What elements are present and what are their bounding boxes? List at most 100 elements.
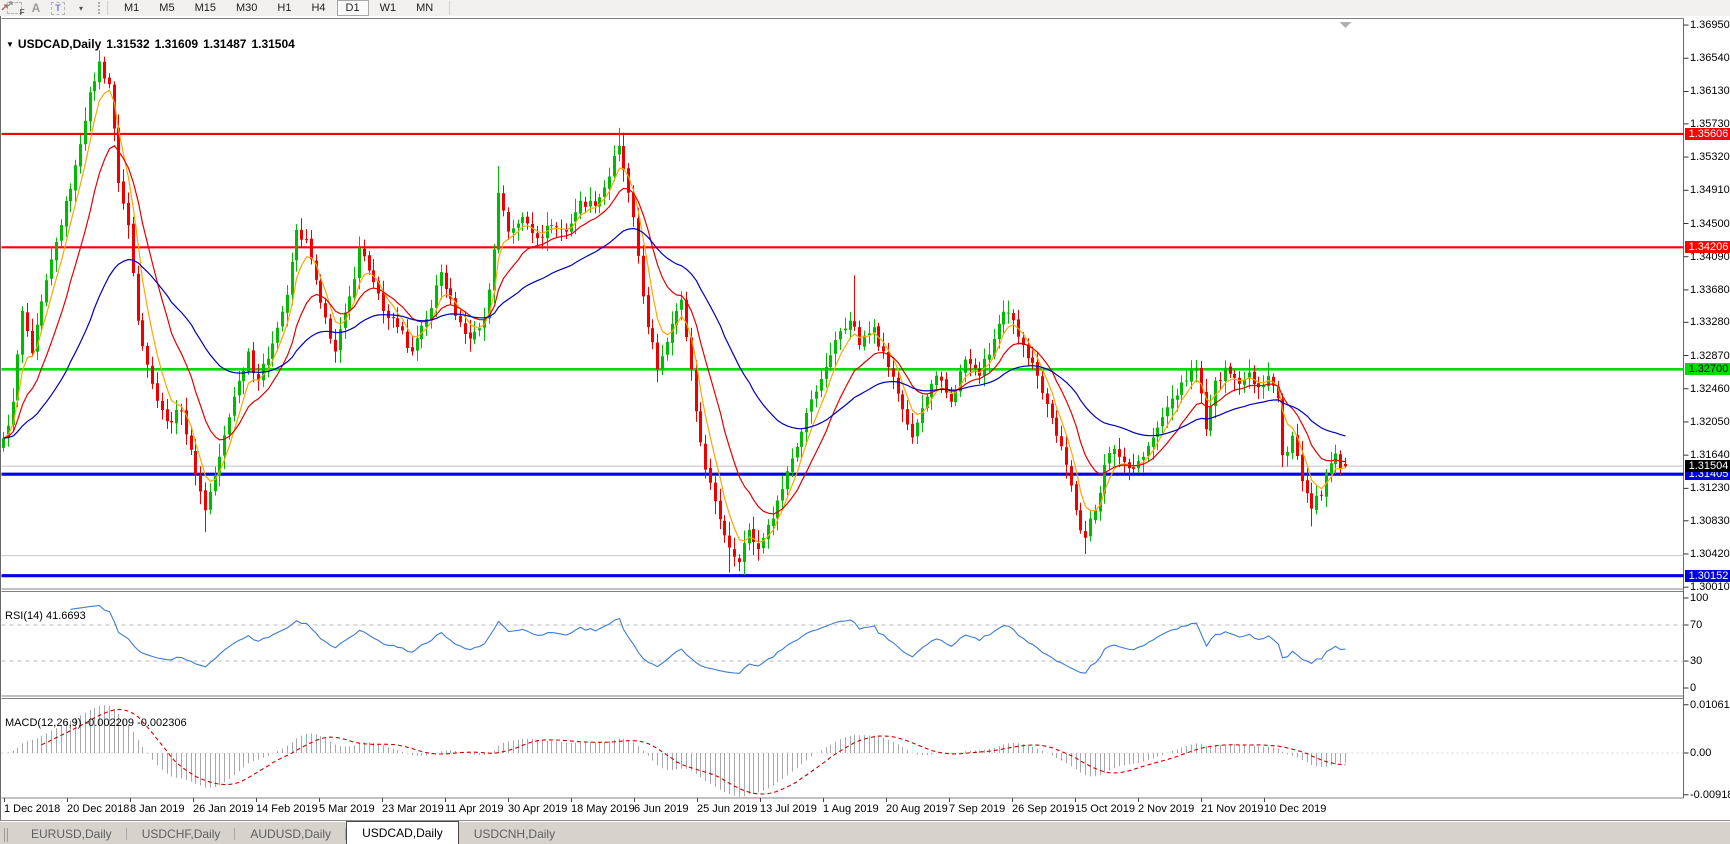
- price-axis-tick[interactable]: 1.35730: [1690, 118, 1730, 130]
- timeframe-button-h4[interactable]: H4: [311, 2, 326, 14]
- tab-usdchf[interactable]: USDCHF,Daily: [127, 824, 236, 844]
- date-axis-label[interactable]: 8 Jan 2019: [130, 803, 185, 815]
- timeframe-button-m5[interactable]: M5: [159, 2, 175, 14]
- tab-eurusd[interactable]: EURUSD,Daily: [16, 824, 127, 844]
- ma-fast-line: [3, 89, 1346, 543]
- price-axis-tick[interactable]: 1.34090: [1690, 251, 1730, 263]
- date-axis-label[interactable]: 13 Jul 2019: [760, 803, 817, 815]
- timeframes-group: M1 M5 M15 M30 H1 H4 D1 W1 MN: [111, 0, 446, 16]
- date-axis-label[interactable]: 14 Feb 2019: [256, 803, 318, 815]
- date-axis-label[interactable]: 25 Jun 2019: [697, 803, 758, 815]
- price-axis-tick[interactable]: 1.36540: [1690, 52, 1730, 64]
- ma-mid-line: [3, 145, 1346, 515]
- date-axis-label[interactable]: 7 Sep 2019: [949, 803, 1006, 815]
- arrows-tool-button[interactable]: ▾: [1, 1, 89, 15]
- date-axis-label[interactable]: 1 Aug 2019: [823, 803, 879, 815]
- timeframe-button-m1[interactable]: M1: [124, 2, 140, 14]
- top-toolbar: F A T ▾ M1 M5 M15 M30 H1 H4 D1 W1 MN: [0, 0, 1730, 17]
- timeframe-button-mn[interactable]: MN: [416, 2, 434, 14]
- date-axis-label[interactable]: 10 Dec 2019: [1264, 803, 1327, 815]
- macd-axis-tick[interactable]: -0.009181: [1690, 789, 1730, 801]
- date-axis-label[interactable]: 30 Apr 2019: [508, 803, 568, 815]
- date-axis-label[interactable]: 5 Mar 2019: [319, 803, 375, 815]
- price-axis-tick[interactable]: 1.34910: [1690, 184, 1730, 196]
- text-box-icon: T: [51, 1, 65, 15]
- chart-window[interactable]: ▼ USDCAD,Daily 1.31532 1.31609 1.31487 1.3150…: [0, 16, 1730, 820]
- date-axis-label[interactable]: 15 Oct 2019: [1075, 803, 1135, 815]
- price-axis-tick[interactable]: 1.30010: [1690, 581, 1730, 593]
- date-axis-label[interactable]: 20 Dec 2018: [67, 803, 130, 815]
- chart-background: [0, 16, 1730, 820]
- macd-axis-tick[interactable]: 0.010615: [1690, 699, 1730, 711]
- price-axis-tick[interactable]: 1.30420: [1690, 548, 1730, 560]
- price-axis-tick[interactable]: 1.33280: [1690, 316, 1730, 328]
- date-axis-label[interactable]: 1 Dec 2018: [4, 803, 61, 815]
- chart-shift-marker[interactable]: [1339, 22, 1352, 28]
- timeframe-button-h1[interactable]: H1: [277, 2, 292, 14]
- timeframe-button-m30[interactable]: M30: [235, 2, 258, 14]
- macd-label: MACD(12,26,9) -0.002209 -0.002306: [5, 717, 187, 729]
- tabbar-grip[interactable]: [4, 828, 8, 842]
- date-axis-label[interactable]: 2 Nov 2019: [1138, 803, 1195, 815]
- date-axis-label[interactable]: 11 Apr 2019: [445, 803, 504, 815]
- timeframe-button-m15[interactable]: M15: [194, 2, 216, 14]
- current-bid-label: 1.31504: [1685, 460, 1730, 472]
- text-label-icon: A: [31, 1, 41, 15]
- price-axis-tick[interactable]: 1.30830: [1690, 515, 1730, 527]
- low-value: 1.31487: [203, 37, 247, 51]
- tab-audusd[interactable]: AUDUSD,Daily: [235, 824, 346, 844]
- price-label-support-2: 1.30152: [1685, 570, 1730, 582]
- ma-slow-line: [3, 227, 1346, 439]
- date-axis-label[interactable]: 21 Nov 2019: [1201, 803, 1264, 815]
- toolbar-grip[interactable]: [98, 2, 100, 14]
- price-axis-tick[interactable]: 1.34500: [1690, 218, 1730, 230]
- price-axis-tick[interactable]: 1.35320: [1690, 151, 1730, 163]
- drawing-tools-group: F A T ▾: [0, 0, 94, 17]
- date-axis-label[interactable]: 20 Aug 2019: [886, 803, 948, 815]
- macd-signal-line: [41, 708, 1346, 795]
- macd-axis-tick[interactable]: 0.00: [1690, 747, 1712, 759]
- chart-canvas[interactable]: [0, 16, 1730, 820]
- price-axis-tick[interactable]: 1.36130: [1690, 85, 1730, 97]
- price-label-pivot-green: 1.32700: [1685, 363, 1730, 375]
- price-axis-tick[interactable]: 1.31230: [1690, 482, 1730, 494]
- open-value: 1.31532: [106, 37, 150, 51]
- rsi-axis-tick[interactable]: 100: [1690, 592, 1709, 604]
- price-axis-tick[interactable]: 1.32050: [1690, 416, 1730, 428]
- price-axis-tick[interactable]: 1.32460: [1690, 383, 1730, 395]
- rsi-axis-tick[interactable]: 70: [1690, 619, 1703, 631]
- timeframe-button-w1[interactable]: W1: [379, 2, 397, 14]
- price-axis-tick[interactable]: 1.33680: [1690, 284, 1730, 296]
- close-value: 1.31504: [251, 37, 295, 51]
- rsi-axis-tick[interactable]: 30: [1690, 655, 1703, 667]
- text-box-tool-button[interactable]: T: [49, 1, 67, 15]
- rsi-axis-tick[interactable]: 0: [1690, 682, 1697, 694]
- chart-ohlc-header: ▼ USDCAD,Daily 1.31532 1.31609 1.31487 1.3150…: [6, 37, 300, 51]
- date-axis-label[interactable]: 26 Sep 2019: [1012, 803, 1075, 815]
- down-candle-bodies: [26, 61, 1347, 563]
- arrows-icon: [1, 1, 13, 11]
- price-axis-tick[interactable]: 1.36950: [1690, 19, 1730, 31]
- symbol-tabbar: EURUSD,Daily USDCHF,Daily AUDUSD,Daily USDC…: [0, 820, 1730, 844]
- tab-usdcad[interactable]: USDCAD,Daily: [346, 821, 459, 844]
- date-axis-label[interactable]: 18 May 2019: [571, 803, 635, 815]
- price-axis-tick[interactable]: 1.31640: [1690, 449, 1730, 461]
- text-label-tool-button[interactable]: A: [27, 1, 45, 15]
- date-axis-label[interactable]: 6 Jun 2019: [634, 803, 689, 815]
- symbol-period-label: USDCAD,Daily: [17, 37, 102, 51]
- price-label-resistance-2: 1.34206: [1685, 241, 1730, 253]
- high-value: 1.31609: [154, 37, 199, 51]
- timeframe-button-d1[interactable]: D1: [336, 0, 369, 16]
- price-axis-tick[interactable]: 1.32870: [1690, 350, 1730, 362]
- rsi-label: RSI(14) 41.6693: [5, 610, 86, 622]
- date-axis-label[interactable]: 23 Mar 2019: [382, 803, 444, 815]
- toolbar-separator-2: [449, 1, 451, 15]
- date-axis-label[interactable]: 26 Jan 2019: [193, 803, 254, 815]
- chevron-down-icon: ▾: [78, 3, 83, 13]
- rsi-line: [70, 605, 1346, 674]
- toolbar-separator: [107, 1, 108, 15]
- tab-usdcnh[interactable]: USDCNH,Daily: [473, 827, 556, 841]
- chevron-down-icon[interactable]: ▼: [6, 40, 14, 49]
- price-label-resistance-1: 1.35606: [1685, 128, 1730, 140]
